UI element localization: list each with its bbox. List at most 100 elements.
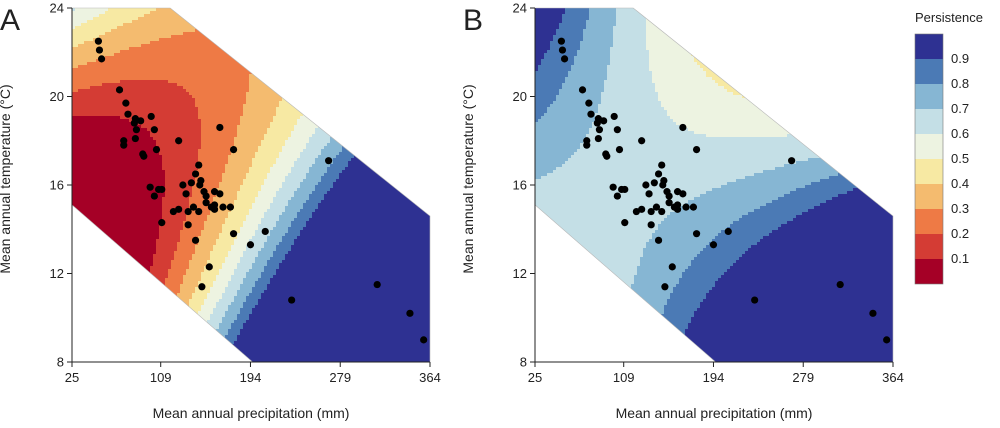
surface-cell bbox=[87, 254, 91, 258]
surface-cell bbox=[177, 185, 181, 189]
surface-cell bbox=[171, 344, 175, 348]
surface-cell bbox=[72, 245, 76, 249]
surface-cell bbox=[147, 287, 151, 291]
surface-cell bbox=[147, 83, 151, 87]
surface-cell bbox=[93, 170, 97, 174]
surface-cell bbox=[120, 101, 124, 105]
surface-cell bbox=[144, 254, 148, 258]
surface-cell bbox=[174, 305, 178, 309]
surface-cell bbox=[120, 332, 124, 336]
surface-cell bbox=[156, 233, 160, 237]
surface-cell bbox=[183, 23, 187, 27]
surface-cell bbox=[126, 296, 130, 300]
surface-cell bbox=[90, 26, 94, 30]
surface-cell bbox=[183, 287, 187, 291]
surface-cell bbox=[192, 197, 196, 201]
surface-cell bbox=[156, 323, 160, 327]
surface-cell bbox=[180, 263, 184, 267]
surface-cell bbox=[132, 149, 136, 153]
surface-cell bbox=[174, 32, 178, 36]
surface-cell bbox=[141, 47, 145, 51]
surface-cell bbox=[81, 356, 85, 360]
surface-cell bbox=[81, 83, 85, 87]
surface-cell bbox=[129, 74, 133, 78]
surface-cell bbox=[72, 341, 76, 345]
surface-cell bbox=[84, 170, 88, 174]
surface-cell bbox=[108, 134, 112, 138]
surface-cell bbox=[174, 110, 178, 114]
surface-cell bbox=[108, 113, 112, 117]
surface-cell bbox=[189, 143, 193, 147]
surface-cell bbox=[75, 116, 79, 120]
surface-cell bbox=[102, 338, 106, 342]
surface-cell bbox=[138, 29, 142, 33]
surface-cell bbox=[138, 167, 142, 171]
surface-cell bbox=[126, 293, 130, 297]
surface-cell bbox=[183, 164, 187, 168]
surface-cell bbox=[129, 236, 133, 240]
surface-cell bbox=[78, 23, 82, 27]
surface-cell bbox=[183, 206, 187, 210]
surface-cell bbox=[87, 125, 91, 129]
surface-cell bbox=[105, 128, 109, 132]
surface-cell bbox=[141, 182, 145, 186]
surface-cell bbox=[150, 170, 154, 174]
surface-cell bbox=[150, 287, 154, 291]
surface-cell bbox=[108, 176, 112, 180]
surface-cell bbox=[183, 266, 187, 270]
surface-cell bbox=[174, 272, 178, 276]
surface-cell bbox=[138, 299, 142, 303]
surface-cell bbox=[177, 110, 181, 114]
surface-cell bbox=[135, 209, 139, 213]
surface-cell bbox=[114, 341, 118, 345]
surface-cell bbox=[180, 146, 184, 150]
surface-cell bbox=[144, 305, 148, 309]
surface-cell bbox=[171, 104, 175, 108]
surface-cell bbox=[84, 311, 88, 315]
surface-cell bbox=[78, 257, 82, 261]
surface-cell bbox=[84, 41, 88, 45]
surface-cell bbox=[177, 176, 181, 180]
surface-cell bbox=[81, 89, 85, 93]
surface-cell bbox=[90, 152, 94, 156]
surface-cell bbox=[171, 224, 175, 228]
surface-cell bbox=[156, 104, 160, 108]
surface-cell bbox=[198, 59, 202, 63]
surface-cell bbox=[108, 74, 112, 78]
surface-cell bbox=[111, 230, 115, 234]
surface-cell bbox=[141, 305, 145, 309]
surface-cell bbox=[117, 164, 121, 168]
surface-cell bbox=[105, 320, 109, 324]
surface-cell bbox=[177, 62, 181, 66]
surface-cell bbox=[153, 119, 157, 123]
surface-cell bbox=[108, 320, 112, 324]
surface-cell bbox=[141, 92, 145, 96]
surface-cell bbox=[129, 98, 133, 102]
surface-cell bbox=[183, 86, 187, 90]
surface-cell bbox=[78, 41, 82, 45]
surface-cell bbox=[135, 227, 139, 231]
surface-cell bbox=[165, 20, 169, 24]
surface-cell bbox=[87, 50, 91, 54]
surface-cell bbox=[132, 56, 136, 60]
surface-cell bbox=[111, 200, 115, 204]
surface-cell bbox=[129, 284, 133, 288]
surface-cell bbox=[87, 302, 91, 306]
surface-cell bbox=[195, 62, 199, 66]
surface-cell bbox=[189, 344, 193, 348]
surface-cell bbox=[180, 50, 184, 54]
surface-cell bbox=[72, 236, 76, 240]
surface-cell bbox=[192, 260, 196, 264]
surface-cell bbox=[168, 20, 172, 24]
surface-cell bbox=[111, 251, 115, 255]
surface-cell bbox=[120, 338, 124, 342]
surface-cell bbox=[108, 122, 112, 126]
surface-cell bbox=[141, 14, 145, 18]
surface-cell bbox=[144, 338, 148, 342]
surface-cell bbox=[87, 83, 91, 87]
surface-cell bbox=[174, 191, 178, 195]
surface-cell bbox=[150, 164, 154, 168]
surface-cell bbox=[147, 200, 151, 204]
surface-cell bbox=[81, 317, 85, 321]
surface-cell bbox=[87, 245, 91, 249]
